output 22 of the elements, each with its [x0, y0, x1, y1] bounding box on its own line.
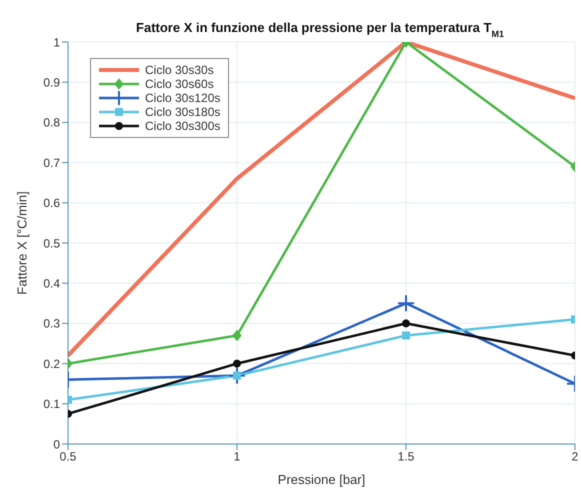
y-axis-title: Fattore X [°C/min]	[14, 191, 30, 295]
y-tick-label: 1	[53, 35, 60, 50]
y-tick-label: 0.8	[43, 116, 60, 130]
y-tick-label: 0.6	[43, 196, 60, 210]
x-tick-label: 1	[234, 450, 241, 464]
chart-title: Fattore X in funzione della pressione per la temperatura T$_{M1}$	[136, 20, 504, 39]
y-tick-label: 0.9	[43, 75, 60, 90]
y-tick-label: 0.2	[43, 356, 60, 371]
legend-label: Ciclo 30s180s	[145, 105, 220, 119]
y-tick-label: 0.1	[43, 397, 60, 412]
x-tick-label: 2	[572, 450, 579, 464]
legend-label: Ciclo 30s60s	[145, 77, 214, 91]
legend-label: Ciclo 30s300s	[145, 119, 220, 133]
y-tick-label: 0.7	[43, 156, 60, 170]
y-tick-label: 0.4	[43, 276, 60, 290]
x-tick-label: 1.5	[398, 450, 415, 464]
y-tick-label: 0.5	[43, 236, 60, 250]
legend-label: Ciclo 30s30s	[145, 63, 214, 77]
legend-label: Ciclo 30s120s	[145, 91, 220, 105]
x-axis-title: Pressione [bar]	[278, 472, 366, 487]
y-tick-label: 0.3	[43, 316, 60, 331]
y-tick-label: 0	[53, 437, 60, 452]
